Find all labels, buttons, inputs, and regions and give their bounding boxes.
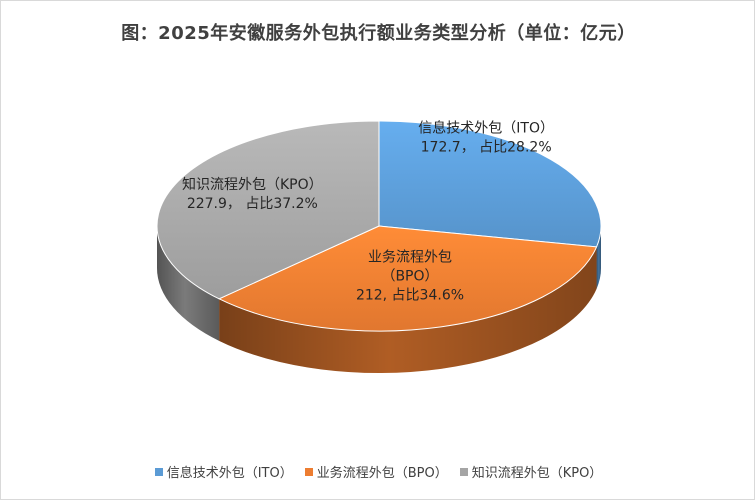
pie-slice-bpo <box>217 225 598 332</box>
legend: 信息技术外包（ITO） 业务流程外包（BPO） 知识流程外包（KPO） <box>1 462 755 481</box>
pie-side-shading-bpo <box>219 246 597 374</box>
slice-label-bpo-line-2: （BPO） <box>381 268 438 284</box>
legend-label-ito: 信息技术外包（ITO） <box>166 466 293 481</box>
chart-title: 图：2025年安徽服务外包执行额业务类型分析（单位：亿元） <box>121 23 636 44</box>
pie-side-shading-ito <box>596 226 601 289</box>
pie-sides <box>157 226 601 374</box>
slice-label-bpo-line-1: 业务流程外包 <box>368 249 452 265</box>
slice-label-bpo-line-3: 212, 占比34.6% <box>356 287 464 303</box>
legend-item-ito: 信息技术外包（ITO） <box>154 462 293 481</box>
legend-swatch-kpo <box>459 467 468 476</box>
legend-swatch-ito <box>154 467 163 476</box>
pie-labels: 信息技术外包（ITO） 172.7， 占比28.2% 业务流程外包 （BPO） 212,… <box>182 120 554 304</box>
pie-side-shading-kpo <box>157 226 220 341</box>
slice-label-kpo-line-1: 知识流程外包（KPO） <box>182 176 323 193</box>
slice-label-kpo-line-2: 227.9， 占比37.2% <box>187 196 318 212</box>
pie-slice-ito <box>378 120 602 248</box>
slice-label-ito-line-2: 172.7， 占比28.2% <box>421 140 552 156</box>
legend-swatch-bpo <box>304 467 313 476</box>
pie-slice-kpo <box>156 120 380 300</box>
legend-item-bpo: 业务流程外包（BPO） <box>304 462 448 481</box>
pie-tops <box>156 120 602 332</box>
legend-item-kpo: 知识流程外包（KPO） <box>459 462 603 481</box>
legend-label-bpo: 业务流程外包（BPO） <box>316 466 448 481</box>
slice-label-ito-line-1: 信息技术外包（ITO） <box>418 120 554 137</box>
legend-label-kpo: 知识流程外包（KPO） <box>471 466 603 481</box>
